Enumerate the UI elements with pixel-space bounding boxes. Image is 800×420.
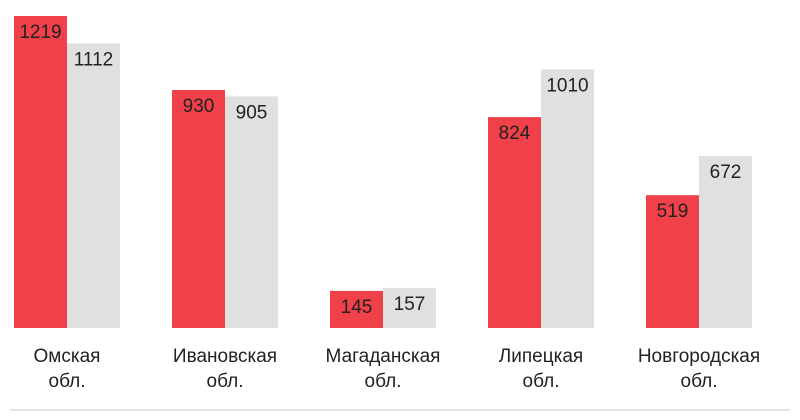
value-labels-group: 1219 1112 930 905 145 157 824 1010 519 672 [19, 22, 741, 318]
bars-group [14, 16, 752, 328]
category-label-3-line-1: обл. [523, 371, 560, 392]
category-label-3-line-0: Липецкая [499, 346, 583, 367]
bar-2-series-1 [383, 287, 436, 328]
bar-value-label-1-series-1: 905 [236, 102, 268, 123]
bar-value-label-0-series-1: 1112 [74, 49, 113, 70]
category-label-1-line-1: обл. [207, 371, 244, 392]
category-label-4-line-0: Новгородская [638, 346, 760, 367]
category-label-0-line-0: Омская [34, 346, 101, 367]
category-label-0-line-1: обл. [49, 371, 86, 392]
bar-value-label-2-series-0: 145 [341, 297, 373, 318]
bar-value-label-3-series-1: 1010 [546, 75, 588, 96]
category-label-4-line-1: обл. [681, 371, 718, 392]
bar-3-series-1 [541, 69, 594, 328]
bar-4-series-0 [646, 195, 699, 328]
bar-value-label-3-series-0: 824 [499, 123, 531, 144]
bar-1-series-0 [172, 89, 225, 328]
bar-4-series-1 [699, 156, 752, 328]
bar-1-series-1 [225, 96, 278, 328]
category-label-2-line-0: Магаданская [326, 346, 441, 367]
bar-2-series-0 [330, 290, 383, 328]
bar-value-label-4-series-0: 519 [657, 201, 689, 222]
bar-0-series-1 [67, 43, 120, 328]
bar-value-label-1-series-0: 930 [183, 96, 215, 117]
bar-3-series-0 [488, 117, 541, 328]
bar-0-series-0 [14, 16, 67, 328]
bar-value-label-4-series-1: 672 [710, 162, 742, 183]
bar-value-label-2-series-1: 157 [394, 294, 426, 315]
bar-value-label-0-series-0: 1219 [19, 22, 61, 43]
category-label-1-line-0: Ивановская [173, 346, 277, 367]
category-label-2-line-1: обл. [365, 371, 402, 392]
category-labels-group: Омская обл. Ивановская обл. Магаданская обл. Л… [34, 346, 761, 392]
